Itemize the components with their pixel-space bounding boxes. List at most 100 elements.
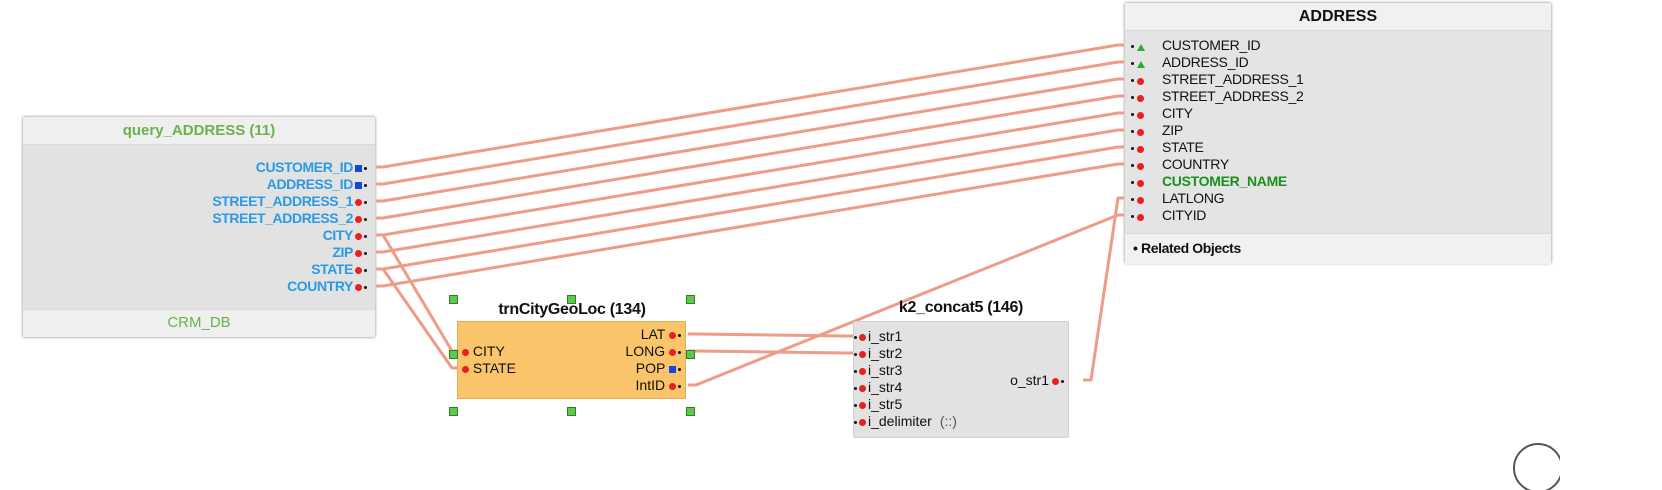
query-port-city[interactable]: CITY [323, 227, 367, 244]
address-port-state[interactable]: STATE [1131, 139, 1204, 156]
trn-output-intid[interactable]: IntID [636, 377, 681, 394]
k2-port-label: o_str1 [1010, 372, 1049, 388]
port-dot-icon[interactable] [1137, 94, 1144, 102]
connection-query-state-to-trn-state[interactable] [375, 267, 460, 370]
port-dot-icon[interactable] [1137, 213, 1144, 221]
query-port-address-id[interactable]: ADDRESS_ID [267, 176, 367, 193]
k2-concat5-title[interactable]: k2_concat5 (146) [898, 299, 1024, 316]
port-dot-icon[interactable] [859, 367, 866, 375]
related-objects-toggle[interactable]: • Related Objects [1125, 233, 1551, 264]
address-port-city[interactable]: CITY [1131, 105, 1193, 122]
k2-input-label: i_str5 [868, 396, 903, 412]
query-port-state[interactable]: STATE [311, 261, 367, 278]
resize-handle-bottom[interactable] [567, 407, 576, 416]
connection-trn-lat-to-k2-i-str1[interactable] [688, 332, 854, 338]
query-port-zip[interactable]: ZIP [332, 244, 367, 261]
k2-input-i-delimiter[interactable]: i_delimiter (::) [854, 413, 957, 430]
trn-city-geoloc-title[interactable]: trnCityGeoLoc (134) [498, 301, 646, 318]
port-dot-icon[interactable] [355, 266, 362, 274]
trn-output-lat[interactable]: LAT [641, 326, 681, 343]
trn-output-long[interactable]: LONG [625, 343, 681, 360]
trn-input-city[interactable]: CITY [462, 343, 505, 360]
address-port-street-address-2[interactable]: STREET_ADDRESS_2 [1131, 88, 1304, 105]
address-port-customer-name[interactable]: CUSTOMER_NAME [1131, 173, 1287, 190]
connection-query-zip-to-address-zip[interactable] [375, 128, 1126, 254]
query-address-node[interactable]: query_ADDRESS (11) CUSTOMER_ID ADDRESS_ID… [22, 116, 376, 338]
port-dot-icon[interactable] [1137, 128, 1144, 136]
port-dot-icon[interactable] [355, 198, 362, 206]
query-port-label: STREET_ADDRESS_1 [212, 193, 353, 209]
query-port-customer-id[interactable]: CUSTOMER_ID [256, 159, 367, 176]
address-port-latlong[interactable]: LATLONG [1131, 190, 1225, 207]
port-dot-icon[interactable] [1137, 111, 1144, 119]
resize-handle-right[interactable] [686, 350, 695, 359]
resize-handle-bottom-right[interactable] [686, 407, 695, 416]
resize-handle-top-left[interactable] [449, 295, 458, 304]
port-dot-icon[interactable] [355, 283, 362, 291]
port-square-icon[interactable] [669, 365, 676, 373]
connection-query-street-address-2-to-address-street-address-2[interactable] [375, 94, 1126, 220]
resize-handle-top-right[interactable] [686, 295, 695, 304]
address-port-customer-id[interactable]: CUSTOMER_ID [1131, 37, 1261, 54]
port-dot-icon[interactable] [669, 348, 676, 356]
address-port-zip[interactable]: ZIP [1131, 122, 1183, 139]
resize-handle-top[interactable] [567, 295, 576, 304]
resize-handle-bottom-left[interactable] [449, 407, 458, 416]
connection-query-customer-id-to-address-customer-id[interactable] [375, 43, 1126, 169]
port-dot-icon[interactable] [462, 348, 469, 356]
query-port-country[interactable]: COUNTRY [287, 278, 367, 295]
port-dot-icon[interactable] [355, 249, 362, 257]
connection-k2-o-str1-to-address-latlong[interactable] [1083, 196, 1126, 382]
query-address-title[interactable]: query_ADDRESS (11) [23, 117, 375, 145]
port-dot-icon[interactable] [859, 333, 866, 341]
address-port-label: CITYID [1162, 207, 1207, 223]
address-port-country[interactable]: COUNTRY [1131, 156, 1229, 173]
port-dot-icon[interactable] [859, 418, 866, 426]
port-dot-icon[interactable] [1137, 196, 1144, 204]
query-port-street-address-2[interactable]: STREET_ADDRESS_2 [212, 210, 367, 227]
port-dot-icon[interactable] [859, 401, 866, 409]
port-dot-icon[interactable] [1052, 377, 1059, 385]
address-node[interactable]: ADDRESS CUSTOMER_ID ADDRESS_ID STREET_ADDR… [1124, 2, 1552, 264]
trn-city-geoloc-node[interactable]: CITY STATE LAT LONG POP IntID [457, 321, 686, 399]
address-title[interactable]: ADDRESS [1125, 3, 1551, 31]
k2-input-i-str4[interactable]: i_str4 [854, 379, 902, 396]
connection-query-street-address-1-to-address-street-address-1[interactable] [375, 77, 1126, 203]
port-dot-icon[interactable] [1137, 77, 1144, 85]
k2-input-i-str5[interactable]: i_str5 [854, 396, 902, 413]
port-dot-icon[interactable] [669, 382, 676, 390]
connection-query-city-to-address-city[interactable] [375, 111, 1126, 237]
port-dot-icon[interactable] [355, 232, 362, 240]
connector-dot-icon [1131, 197, 1134, 201]
port-square-icon[interactable] [355, 181, 362, 189]
connection-query-state-to-address-state[interactable] [375, 145, 1126, 271]
k2-input-i-str2[interactable]: i_str2 [854, 345, 902, 362]
address-port-street-address-1[interactable]: STREET_ADDRESS_1 [1131, 71, 1304, 88]
port-dot-icon[interactable] [669, 331, 676, 339]
port-dot-icon[interactable] [1137, 179, 1144, 187]
address-port-address-id[interactable]: ADDRESS_ID [1131, 54, 1249, 71]
connection-query-city-to-trn-city[interactable] [375, 233, 460, 353]
port-square-icon[interactable] [355, 164, 362, 172]
k2-port-o-str1[interactable]: o_str1 [1010, 372, 1064, 389]
trn-output-pop[interactable]: POP [636, 360, 681, 377]
port-dot-icon[interactable] [462, 365, 469, 373]
connection-trn-long-to-k2-i-str2[interactable] [688, 349, 854, 355]
address-port-label: STREET_ADDRESS_2 [1162, 88, 1304, 104]
port-dot-icon[interactable] [859, 384, 866, 392]
trn-input-state[interactable]: STATE [462, 360, 516, 377]
query-port-street-address-1[interactable]: STREET_ADDRESS_1 [212, 193, 367, 210]
k2-concat5-node[interactable]: i_str1 i_str2 i_str3 i_str4 i_str5 i_delimite… [853, 321, 1069, 438]
port-dot-icon[interactable] [355, 215, 362, 223]
port-dot-icon[interactable] [1137, 145, 1144, 153]
port-dot-icon[interactable] [859, 350, 866, 358]
k2-input-i-str3[interactable]: i_str3 [854, 362, 902, 379]
connection-query-address-id-to-address-address-id[interactable] [375, 60, 1126, 186]
k2-input-i-str1[interactable]: i_str1 [854, 328, 902, 345]
address-port-label: ZIP [1162, 122, 1183, 138]
resize-handle-left[interactable] [449, 350, 458, 359]
port-dot-icon[interactable] [1137, 162, 1144, 170]
address-port-cityid[interactable]: CITYID [1131, 207, 1206, 224]
connection-query-country-to-address-country[interactable] [375, 162, 1126, 288]
